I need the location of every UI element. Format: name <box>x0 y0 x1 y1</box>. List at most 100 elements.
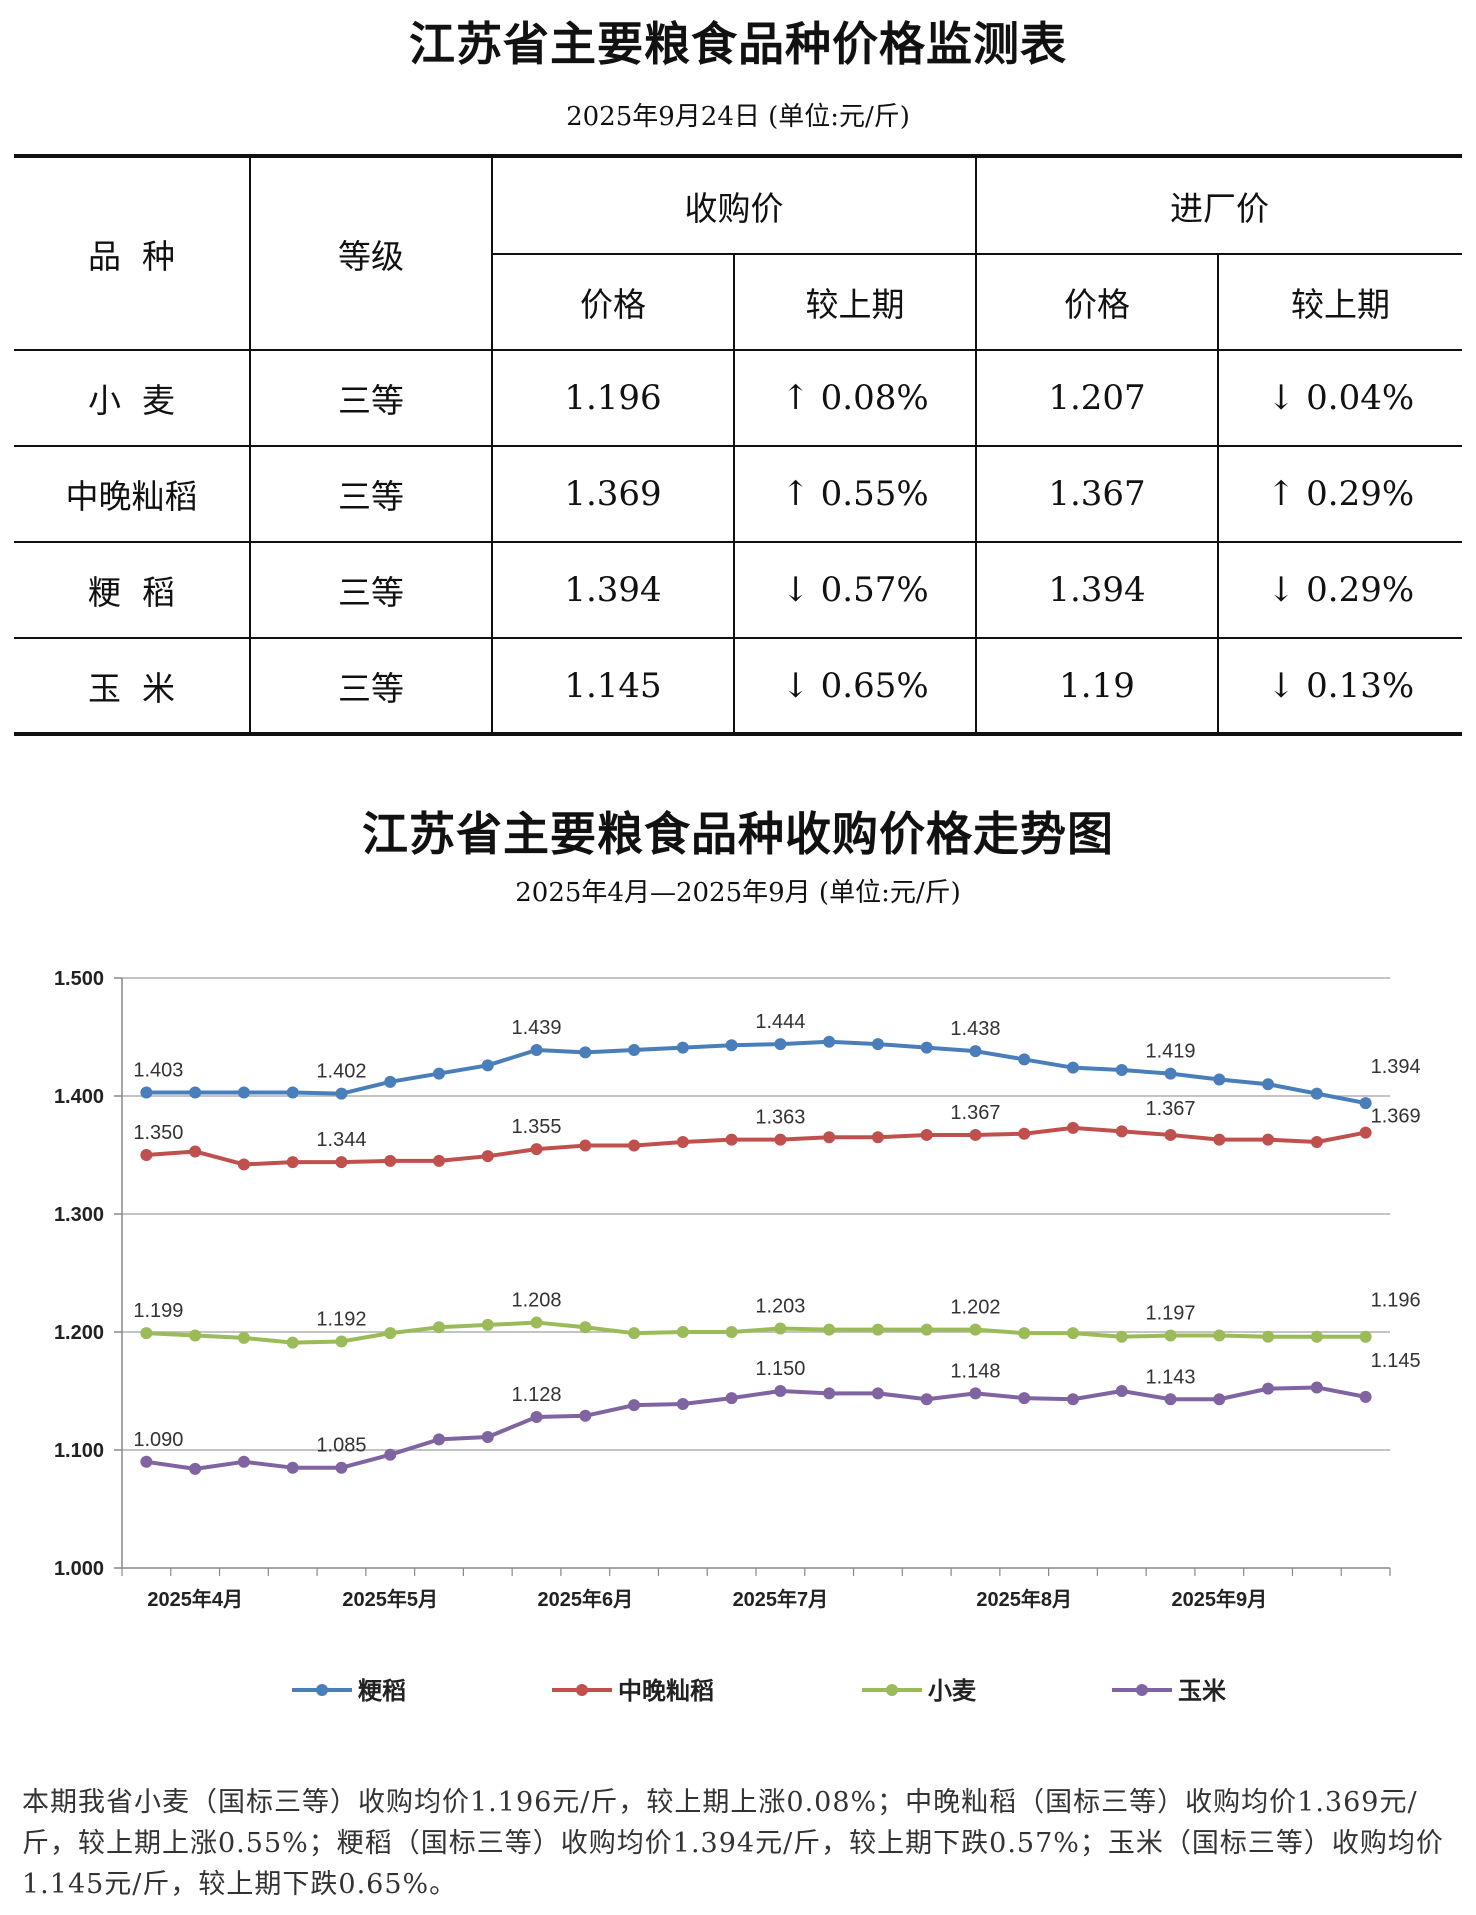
data-point <box>530 1143 543 1156</box>
data-point <box>335 1335 348 1348</box>
data-point <box>871 1038 884 1051</box>
data-point <box>579 1046 592 1059</box>
series-line <box>146 1039 1366 1106</box>
data-point <box>335 1156 348 1169</box>
data-point <box>481 1150 494 1163</box>
data-point <box>1164 1067 1177 1080</box>
x-month-label: 2025年8月 <box>976 1587 1072 1611</box>
data-point <box>1115 1330 1128 1343</box>
data-point <box>725 1326 738 1338</box>
data-label: 1.369 <box>1371 1106 1421 1128</box>
factory-price-cell: 1.367 <box>975 445 1219 543</box>
data-point <box>1067 1121 1079 1134</box>
data-point <box>823 1323 836 1336</box>
x-month-label: 2025年5月 <box>342 1587 438 1611</box>
table-row: 小 麦 三等 1.196 ↑ 0.08% 1.207 ↓ 0.04% <box>14 349 1462 447</box>
data-label: 1.150 <box>755 1358 805 1380</box>
data-label: 1.197 <box>1146 1303 1196 1325</box>
data-label: 1.350 <box>133 1122 183 1144</box>
factory-price-cell: 1.207 <box>975 349 1219 447</box>
data-point <box>1359 1390 1372 1403</box>
data-point <box>433 1433 445 1446</box>
data-point <box>920 1041 933 1054</box>
data-point <box>725 1133 738 1146</box>
grade-cell: 三等 <box>249 349 493 447</box>
factory-change-cell: ↑ 0.29% <box>1217 445 1462 543</box>
purchase-change-cell: ↓ 0.65% <box>733 637 977 735</box>
factory-change-cell: ↓ 0.13% <box>1217 637 1462 735</box>
data-point <box>481 1059 494 1072</box>
data-label: 1.355 <box>512 1116 562 1138</box>
data-point <box>286 1086 299 1099</box>
x-month-label: 2025年4月 <box>147 1587 243 1611</box>
legend-label: 小麦 <box>928 1677 977 1705</box>
chart-title: 江苏省主要粮食品种收购价格走势图 <box>362 807 1114 861</box>
x-month-label: 2025年9月 <box>1171 1587 1267 1611</box>
data-label: 1.367 <box>1146 1098 1196 1120</box>
chart-subtitle: 2025年4月—2025年9月 (单位:元/斤) <box>515 878 961 908</box>
y-tick-label: 1.200 <box>54 1322 104 1344</box>
data-point <box>384 1154 397 1167</box>
y-tick-label: 1.000 <box>54 1558 104 1580</box>
data-point <box>1359 1097 1372 1110</box>
data-point <box>676 1397 689 1410</box>
data-point <box>530 1316 543 1329</box>
data-point <box>189 1462 202 1475</box>
data-label: 1.143 <box>1146 1366 1196 1388</box>
table-row: 玉 米 三等 1.145 ↓ 0.65% 1.19 ↓ 0.13% <box>14 637 1462 735</box>
data-point <box>1310 1381 1323 1394</box>
grade-cell: 三等 <box>249 637 493 735</box>
data-point <box>1067 1061 1079 1074</box>
data-point <box>823 1035 836 1048</box>
data-point <box>823 1131 836 1144</box>
x-month-label: 2025年7月 <box>733 1587 829 1611</box>
y-tick-label: 1.500 <box>54 968 104 990</box>
header-purchase-change: 较上期 <box>733 253 977 351</box>
data-label: 1.145 <box>1371 1350 1421 1372</box>
data-point <box>725 1392 738 1405</box>
data-label: 1.403 <box>133 1059 183 1081</box>
data-point <box>481 1431 494 1444</box>
data-label: 1.090 <box>133 1429 183 1451</box>
data-point <box>335 1087 348 1100</box>
price-trend-chart: 1.000 1.100 1.200 1.300 1.400 1.500 2025年4月 202… <box>54 968 1421 1705</box>
data-point <box>1164 1393 1177 1406</box>
data-point <box>1067 1393 1079 1406</box>
legend-label: 粳稻 <box>358 1677 406 1705</box>
grade-cell: 三等 <box>249 541 493 639</box>
data-point <box>774 1038 787 1051</box>
data-point <box>1067 1327 1079 1340</box>
data-point <box>1115 1064 1128 1077</box>
data-point <box>1262 1133 1275 1146</box>
data-point <box>920 1393 933 1406</box>
data-point <box>530 1410 543 1423</box>
data-point <box>920 1323 933 1336</box>
data-point <box>969 1128 982 1141</box>
variety-cell: 粳 稻 <box>14 541 251 639</box>
data-label: 1.444 <box>755 1011 805 1033</box>
data-point <box>579 1321 592 1334</box>
purchase-price-cell: 1.394 <box>491 541 735 639</box>
factory-price-cell: 1.394 <box>975 541 1219 639</box>
data-point <box>286 1336 299 1349</box>
data-label: 1.367 <box>950 1102 1000 1124</box>
price-table: 品 种 等级 收购价 进厂价 价格 较上期 价格 较上期 小 麦 三等 1.19… <box>14 154 1462 736</box>
data-point <box>1310 1136 1323 1149</box>
data-label: 1.199 <box>133 1300 183 1322</box>
data-point <box>1310 1330 1323 1343</box>
data-point <box>676 1326 689 1338</box>
table-row: 粳 稻 三等 1.394 ↓ 0.57% 1.394 ↓ 0.29% <box>14 541 1462 639</box>
data-point <box>286 1156 299 1169</box>
variety-cell: 中晚籼稻 <box>14 445 251 543</box>
variety-cell: 玉 米 <box>14 637 251 735</box>
legend-marker <box>1136 1684 1148 1696</box>
header-purchase-price-value: 价格 <box>491 253 735 351</box>
data-point <box>774 1133 787 1146</box>
legend-marker <box>316 1684 328 1696</box>
data-point <box>1018 1392 1031 1405</box>
series-line <box>146 1320 1366 1345</box>
legend-label: 玉米 <box>1178 1677 1226 1705</box>
data-point <box>1018 1127 1031 1140</box>
data-point <box>1213 1073 1226 1086</box>
y-tick-label: 1.300 <box>54 1204 104 1226</box>
